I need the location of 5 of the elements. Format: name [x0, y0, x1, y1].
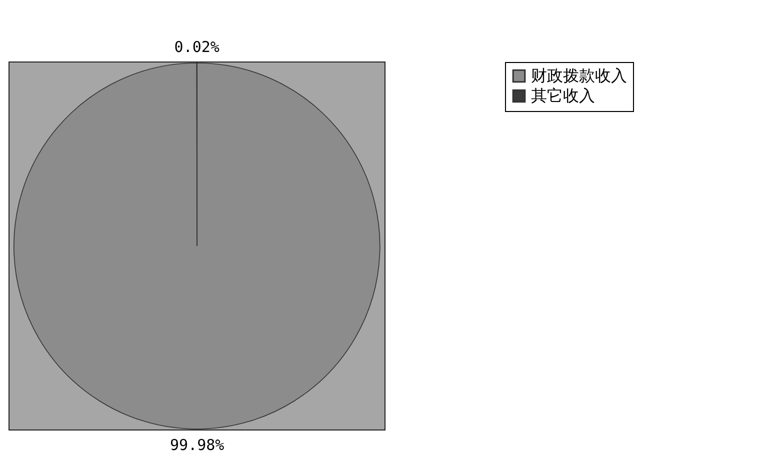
pie-slice [14, 62, 380, 430]
legend-label: 其它收入 [531, 86, 595, 105]
legend-label: 财政拨款收入 [531, 66, 627, 85]
data-label: 99.98% [170, 436, 224, 454]
data-label: 0.02% [174, 38, 220, 56]
